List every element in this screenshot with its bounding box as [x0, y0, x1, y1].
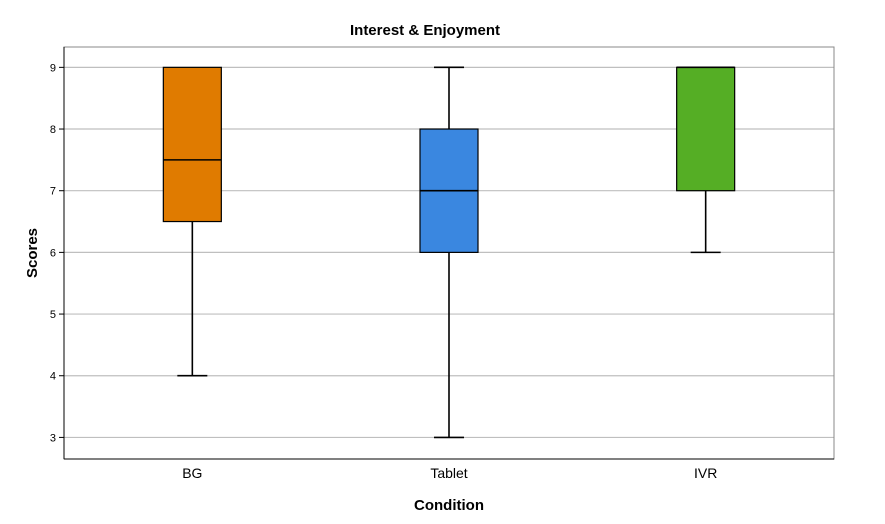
y-tick-label: 7 [50, 186, 56, 198]
x-tick-labels: BG Tablet IVR [182, 465, 717, 481]
boxes [162, 66, 736, 439]
y-tick-label: 6 [50, 247, 56, 259]
iqr-box [162, 66, 222, 223]
x-tick-label: BG [182, 465, 202, 481]
y-tick-labels: 3 4 5 6 7 8 9 [50, 62, 64, 444]
box-bg [162, 66, 222, 377]
y-tick-label: 9 [50, 62, 56, 74]
iqr-box [676, 66, 736, 192]
y-tick-label: 5 [50, 309, 56, 321]
y-axis-title: Scores [24, 228, 41, 278]
axes [63, 46, 835, 460]
box-ivr [676, 66, 736, 254]
x-axis-title: Condition [414, 497, 484, 514]
x-tick-label: IVR [694, 465, 717, 481]
y-tick-label: 4 [50, 371, 56, 383]
chart-title: Interest & Enjoyment [350, 22, 500, 39]
x-tick-label: Tablet [430, 465, 467, 481]
box-tablet [419, 66, 479, 439]
y-tick-label: 8 [50, 124, 56, 136]
y-tick-label: 3 [50, 432, 56, 444]
